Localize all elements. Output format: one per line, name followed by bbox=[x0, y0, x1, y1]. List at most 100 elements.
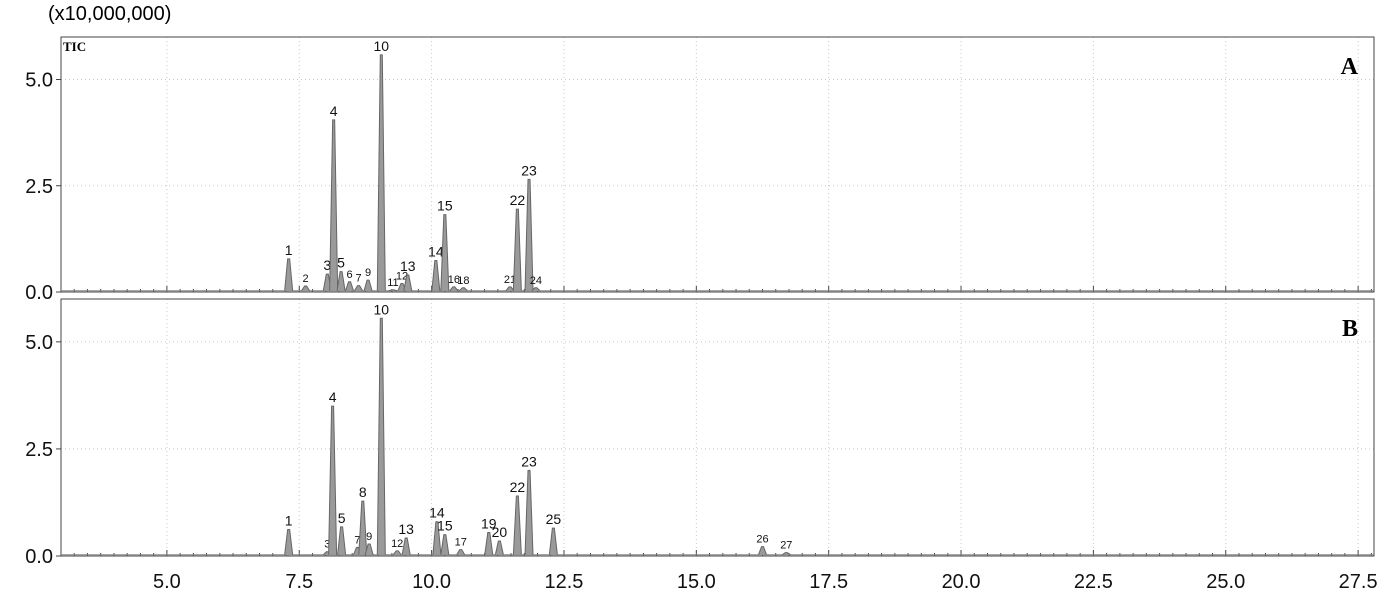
peak-label: 4 bbox=[329, 389, 337, 405]
peak-10 bbox=[376, 54, 386, 291]
x-tick-label: 25.0 bbox=[1206, 571, 1245, 593]
peak-label: 7 bbox=[355, 273, 361, 285]
panel-label: B bbox=[1342, 316, 1358, 342]
peak-label: 24 bbox=[530, 275, 542, 287]
peak-label: 22 bbox=[510, 479, 526, 495]
peak-label: 19 bbox=[481, 515, 497, 531]
peak-12 bbox=[392, 550, 402, 556]
peak-1 bbox=[284, 528, 294, 555]
peak-label: 7 bbox=[354, 534, 360, 546]
peak-label: 17 bbox=[455, 537, 467, 549]
peak-label: 10 bbox=[374, 301, 390, 317]
scale-multiplier-label: (x10,000,000) bbox=[48, 3, 172, 25]
peak-18 bbox=[459, 287, 468, 292]
peak-7 bbox=[354, 285, 363, 291]
peak-label: 25 bbox=[546, 511, 562, 527]
peak-8 bbox=[358, 500, 368, 555]
peak-21 bbox=[505, 286, 515, 292]
peak-label: 13 bbox=[400, 258, 416, 274]
peak-4 bbox=[329, 119, 339, 291]
peak-label: 12 bbox=[396, 271, 408, 283]
peak-label: 1 bbox=[285, 242, 293, 258]
peak-9 bbox=[364, 543, 374, 555]
peak-15 bbox=[440, 534, 450, 555]
peak-1 bbox=[284, 258, 294, 291]
y-tick-label: 0.0 bbox=[25, 282, 53, 304]
peak-22 bbox=[512, 208, 522, 291]
y-tick-label: 0.0 bbox=[25, 546, 53, 568]
peak-26 bbox=[758, 546, 767, 555]
peak-14 bbox=[432, 521, 442, 555]
peak-23 bbox=[524, 469, 534, 555]
peak-label: 18 bbox=[457, 275, 469, 287]
y-tick-label: 2.5 bbox=[25, 439, 53, 461]
peak-label: 27 bbox=[780, 540, 792, 552]
peak-13 bbox=[401, 537, 411, 555]
peak-13 bbox=[403, 274, 413, 291]
peak-4 bbox=[328, 405, 338, 555]
peak-label: 22 bbox=[510, 192, 526, 208]
peak-label: 16 bbox=[448, 274, 460, 286]
peak-label: 2 bbox=[303, 273, 309, 285]
peak-label: 8 bbox=[359, 484, 367, 500]
peak-label: 5 bbox=[338, 510, 346, 526]
peak-10 bbox=[376, 317, 386, 555]
x-tick-label: 15.0 bbox=[677, 571, 716, 593]
peak-22 bbox=[512, 495, 522, 555]
peak-27 bbox=[782, 552, 791, 556]
plot-frame bbox=[60, 36, 1375, 293]
x-tick-label: 5.0 bbox=[153, 571, 181, 593]
peak-label: 15 bbox=[437, 198, 453, 214]
peak-2 bbox=[301, 285, 311, 291]
chromatogram-panel-b: 0.0 2.5 5.0 5.0 7.5 10.0 12.5 15.0 17.5 20.0 22.5 2… bbox=[25, 298, 1378, 593]
peak-label: 9 bbox=[366, 531, 372, 543]
peak-23 bbox=[524, 178, 534, 291]
peak-label: 14 bbox=[429, 505, 445, 521]
peak-label: 3 bbox=[324, 539, 330, 551]
peak-5 bbox=[336, 271, 346, 291]
x-tick-label: 17.5 bbox=[809, 571, 848, 593]
peak-label: 5 bbox=[337, 255, 345, 271]
peak-label: 23 bbox=[521, 453, 537, 469]
peak-20 bbox=[494, 540, 504, 555]
peak-25 bbox=[548, 527, 558, 555]
peak-11 bbox=[388, 289, 398, 292]
peak-label: 14 bbox=[428, 244, 444, 260]
peak-17 bbox=[456, 549, 466, 555]
y-tick-label: 5.0 bbox=[25, 332, 53, 354]
peak-label: 4 bbox=[330, 103, 338, 119]
x-tick-label: 12.5 bbox=[544, 571, 583, 593]
peak-label: 23 bbox=[521, 162, 537, 178]
peak-label: 9 bbox=[365, 267, 371, 279]
peak-label: 15 bbox=[437, 518, 453, 534]
peak-14 bbox=[431, 260, 441, 291]
peak-label: 13 bbox=[398, 521, 414, 537]
peak-label: 1 bbox=[285, 512, 293, 528]
peak-15 bbox=[440, 214, 450, 291]
y-tick-label: 5.0 bbox=[25, 70, 53, 92]
peak-6 bbox=[345, 281, 355, 291]
y-tick-label: 2.5 bbox=[25, 176, 53, 198]
peak-5 bbox=[337, 526, 347, 555]
peak-16 bbox=[449, 286, 459, 292]
x-tick-label: 22.5 bbox=[1074, 571, 1113, 593]
peak-label: 6 bbox=[346, 269, 352, 281]
x-tick-label: 27.5 bbox=[1339, 571, 1378, 593]
tic-label: TIC bbox=[63, 39, 86, 54]
x-tick-label: 10.0 bbox=[412, 571, 451, 593]
peak-label: 3 bbox=[323, 257, 331, 273]
peak-19 bbox=[484, 531, 494, 555]
peak-label: 21 bbox=[504, 274, 516, 286]
peak-24 bbox=[531, 287, 541, 292]
plot-frame bbox=[60, 298, 1375, 557]
panel-label: A bbox=[1341, 54, 1359, 80]
peak-label: 10 bbox=[374, 38, 390, 54]
peak-label: 12 bbox=[391, 538, 403, 550]
peak-label: 26 bbox=[756, 534, 768, 546]
x-tick-label: 7.5 bbox=[285, 571, 313, 593]
x-tick-label: 20.0 bbox=[942, 571, 981, 593]
peak-label: 11 bbox=[387, 277, 398, 289]
peak-9 bbox=[363, 279, 373, 291]
